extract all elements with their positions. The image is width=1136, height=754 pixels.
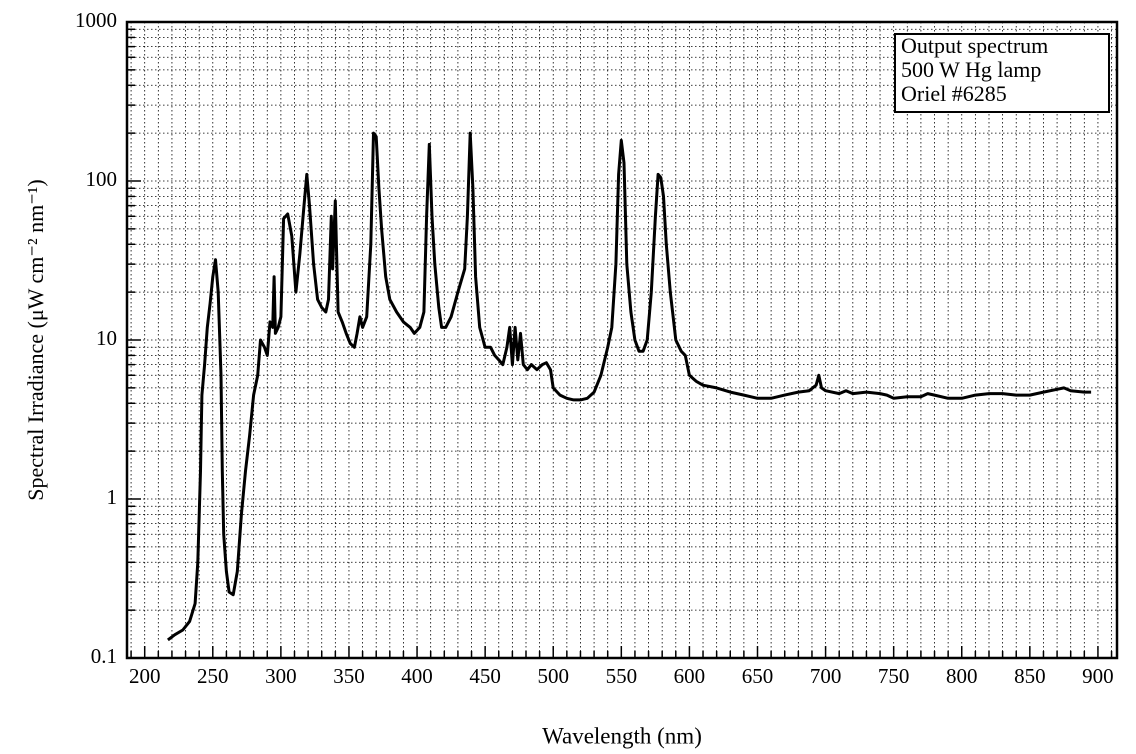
- x-tick-label: 550: [606, 664, 638, 688]
- x-tick-label: 600: [674, 664, 706, 688]
- x-tick-label: 850: [1014, 664, 1046, 688]
- y-tick-label: 1: [107, 485, 118, 509]
- x-tick-label: 300: [265, 664, 297, 688]
- x-tick-label: 200: [129, 664, 161, 688]
- annotation-box: [894, 33, 1110, 113]
- x-tick-label: 800: [946, 664, 978, 688]
- y-tick-label: 1000: [75, 8, 117, 32]
- x-tick-label: 500: [537, 664, 569, 688]
- x-tick-label: 650: [742, 664, 774, 688]
- x-tick-label: 700: [810, 664, 842, 688]
- plot-frame: [125, 20, 1119, 660]
- annotation-text: Oriel #6285: [901, 81, 1007, 106]
- x-tick-label: 400: [401, 664, 433, 688]
- x-tick-label: 350: [333, 664, 365, 688]
- x-tick-label: 900: [1082, 664, 1114, 688]
- spectrum-line: [167, 131, 1092, 642]
- annotation-text: Output spectrum: [901, 33, 1048, 58]
- annotation-text: 500 W Hg lamp: [901, 57, 1041, 82]
- y-tick-label: 10: [96, 326, 117, 350]
- y-tick-label: 0.1: [91, 644, 117, 668]
- x-tick-label: 250: [197, 664, 229, 688]
- x-tick-label: 450: [469, 664, 501, 688]
- x-tick-label: 750: [878, 664, 910, 688]
- y-tick-label: 100: [86, 167, 118, 191]
- x-axis-label: Wavelength (nm): [542, 723, 702, 748]
- y-axis-label: Spectral Irradiance (μW cm⁻² nm⁻¹): [23, 179, 48, 500]
